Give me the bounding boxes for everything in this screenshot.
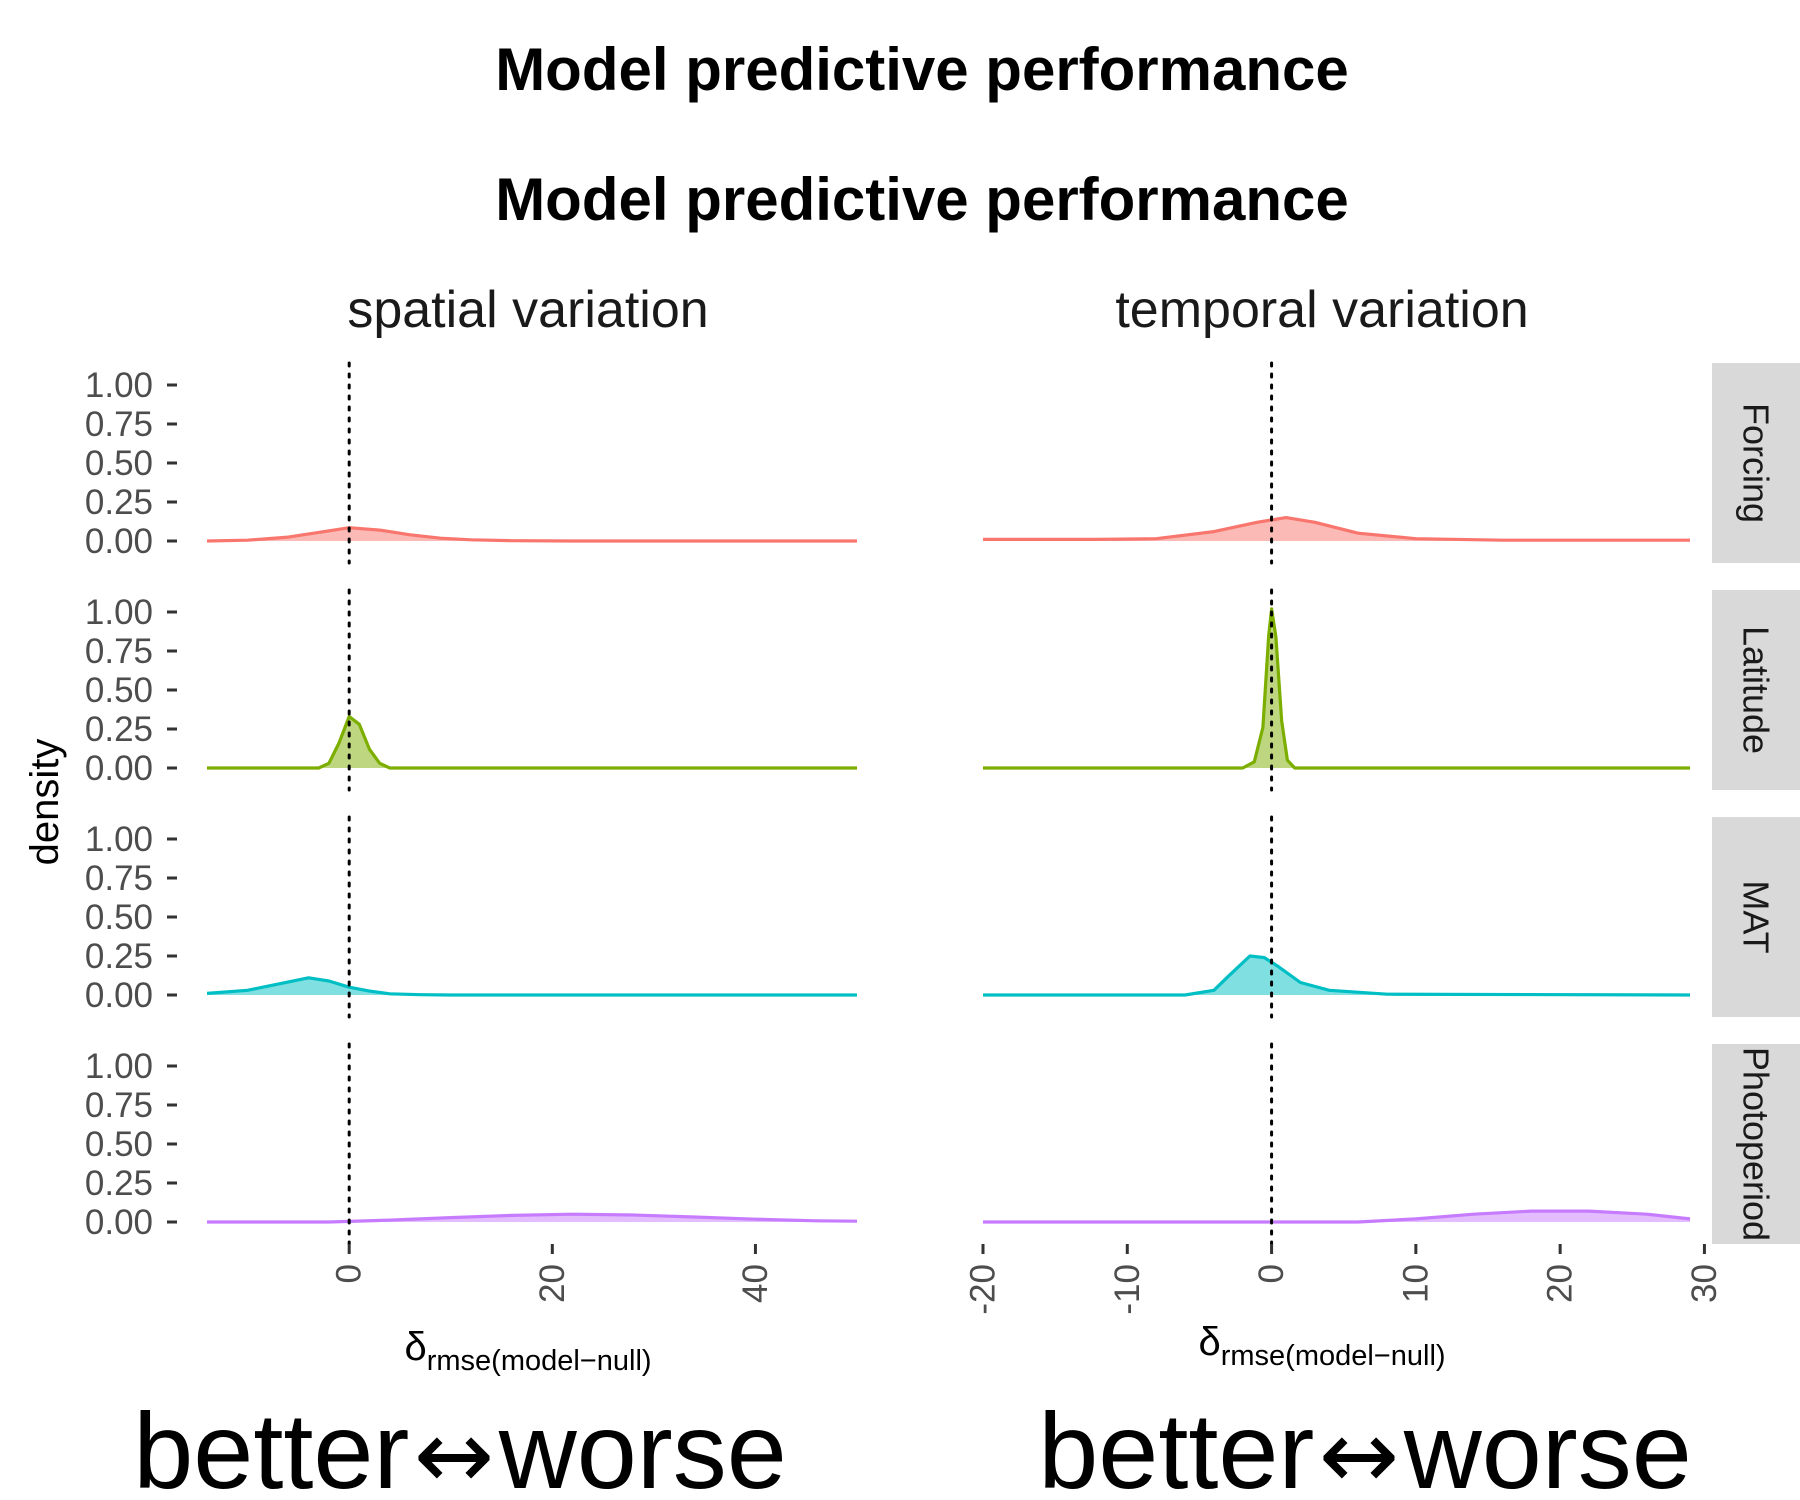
y-tick-label: 0.50: [85, 671, 153, 710]
density-area-spatial-variation-mat: [207, 977, 857, 995]
footer-arrow: ↔: [414, 1399, 494, 1500]
density-line-spatial-variation-forcing: [206, 526, 857, 543]
density-line-temporal-variation-latitude: [983, 607, 1690, 770]
x-tick-label: 40: [736, 1264, 775, 1303]
y-axis-label: density: [23, 739, 67, 866]
x-axis-label-main: δ: [404, 1325, 426, 1369]
footer-arrow: ↔: [1319, 1399, 1399, 1500]
density-area-spatial-variation-forcing: [207, 527, 857, 541]
strip-label-mat: MAT: [1736, 880, 1777, 953]
density-line-temporal-variation-forcing: [983, 516, 1690, 542]
y-tick-label: 0.25: [85, 1164, 153, 1203]
footer-left: better ↔ worse: [133, 1390, 787, 1500]
y-tick-label: 0.00: [85, 1203, 153, 1242]
y-tick-label: 0.00: [85, 976, 153, 1015]
y-tick-label: 0.25: [85, 483, 153, 522]
y-tick-label: 0.25: [85, 937, 153, 976]
density-line-spatial-variation-latitude: [207, 714, 857, 770]
chart-marks: 0.000.250.500.751.000.000.250.500.751.00…: [85, 361, 1800, 1315]
y-tick-label: 0.50: [85, 1125, 153, 1164]
x-tick-label: -10: [1108, 1264, 1147, 1315]
x-axis-label-main: δ: [1198, 1320, 1220, 1364]
y-tick-label: 0.00: [85, 749, 153, 788]
footer-worse-text: worse: [1403, 1390, 1692, 1500]
strip-photoperiod: [1712, 1044, 1800, 1244]
y-tick-label: 1.00: [85, 366, 153, 405]
facet-title-spatial: spatial variation: [347, 281, 708, 339]
y-tick-label: 0.75: [85, 405, 153, 444]
x-axis-label-temporal: δrmse(model−null): [1198, 1320, 1445, 1372]
strip-latitude: [1712, 590, 1800, 790]
y-tick-label: 0.25: [85, 710, 153, 749]
density-area-spatial-variation-photoperiod: [207, 1214, 857, 1222]
x-tick-label: 10: [1396, 1264, 1435, 1303]
plot-title-2: Model predictive performance: [495, 166, 1349, 233]
footer-worse-text: worse: [498, 1390, 787, 1500]
x-axis-label-spatial: δrmse(model−null): [404, 1325, 651, 1377]
y-tick-label: 0.50: [85, 898, 153, 937]
density-line-spatial-variation-photoperiod: [207, 1212, 858, 1224]
x-axis-label-sub: rmse(model−null): [1221, 1340, 1446, 1372]
x-tick-label: -20: [964, 1264, 1003, 1315]
strip-forcing: [1712, 363, 1800, 563]
y-tick-label: 0.75: [85, 632, 153, 671]
footer-better-text: better: [1038, 1390, 1314, 1500]
x-tick-label: 0: [330, 1264, 369, 1283]
y-tick-label: 0.75: [85, 1086, 153, 1125]
density-line-temporal-variation-mat: [983, 954, 1691, 997]
density-area-temporal-variation-mat: [983, 956, 1690, 995]
strip-mat: [1712, 817, 1800, 1017]
y-tick-label: 1.00: [85, 593, 153, 632]
strip-label-forcing: Forcing: [1736, 403, 1777, 523]
plot-title-1: Model predictive performance: [495, 36, 1349, 103]
footer-right: better ↔ worse: [1038, 1390, 1692, 1500]
density-line-spatial-variation-mat: [206, 976, 857, 997]
y-tick-label: 0.75: [85, 859, 153, 898]
footer-better-text: better: [133, 1390, 409, 1500]
x-axis-label-sub: rmse(model−null): [427, 1345, 652, 1377]
density-area-spatial-variation-latitude: [207, 716, 857, 768]
y-tick-label: 0.50: [85, 444, 153, 483]
strip-label-latitude: Latitude: [1736, 626, 1777, 754]
y-tick-label: 1.00: [85, 820, 153, 859]
y-tick-label: 1.00: [85, 1047, 153, 1086]
density-area-temporal-variation-photoperiod: [983, 1211, 1690, 1222]
strip-label-photoperiod: Photoperiod: [1736, 1047, 1777, 1241]
y-tick-label: 0.00: [85, 522, 153, 561]
x-tick-label: 20: [533, 1264, 572, 1303]
density-line-temporal-variation-photoperiod: [983, 1209, 1691, 1224]
x-tick-label: 20: [1541, 1264, 1580, 1303]
facet-title-temporal: temporal variation: [1115, 281, 1528, 339]
density-area-temporal-variation-latitude: [983, 608, 1690, 768]
x-tick-label: 30: [1685, 1264, 1724, 1303]
x-tick-label: 0: [1252, 1264, 1291, 1283]
